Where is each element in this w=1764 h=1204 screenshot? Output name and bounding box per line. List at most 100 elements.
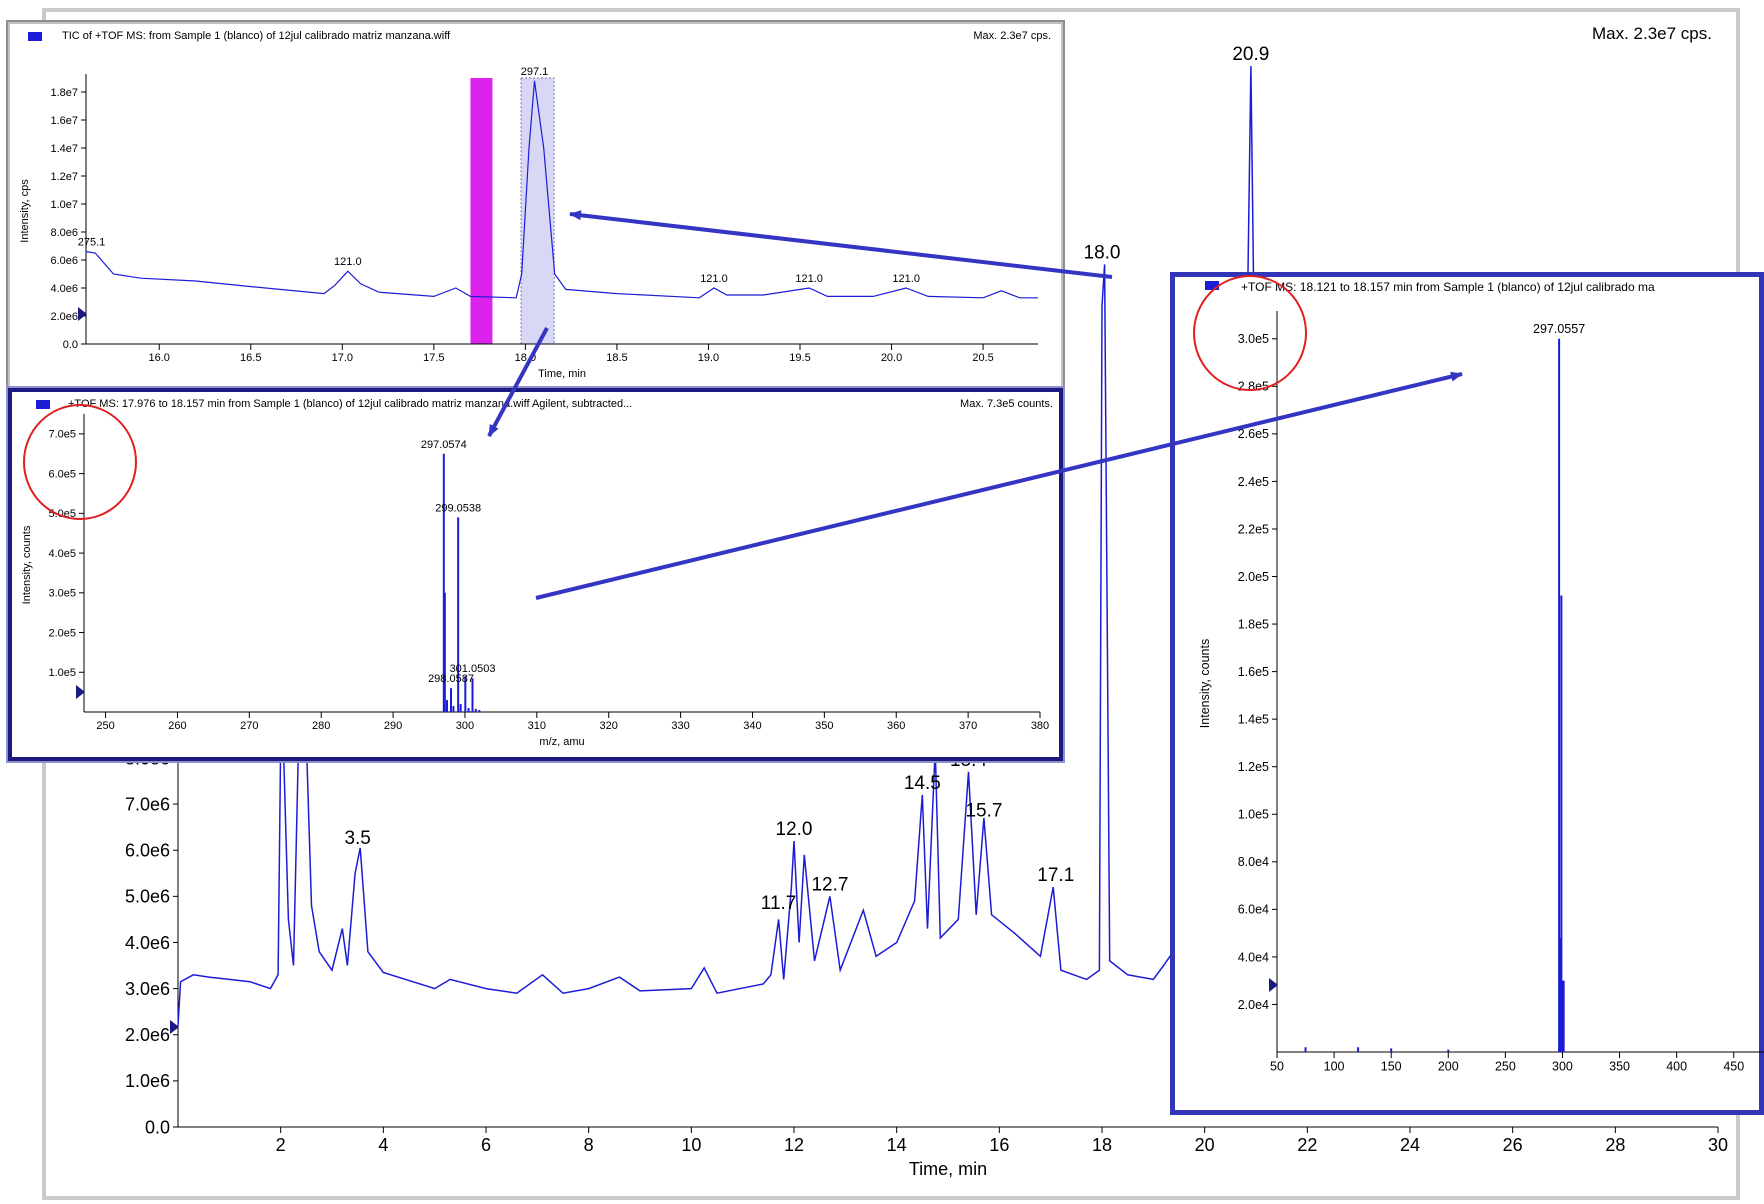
ms2-x-tick-label: 400 — [1666, 1060, 1687, 1074]
ms2-y-axis-title: Intensity, counts — [1198, 639, 1212, 728]
main-peak-label: 12.0 — [776, 819, 813, 840]
main-y-tick-label: 1.0e6 — [125, 1071, 170, 1091]
ms1-x-axis-title: m/z, amu — [539, 736, 584, 748]
tic-trace — [85, 80, 1038, 299]
ms2-y-tick-label: 2.6e5 — [1238, 427, 1269, 441]
tic-peak-label: 121.0 — [892, 273, 920, 285]
main-peak-label: 17.1 — [1037, 865, 1074, 886]
ms2-y-tick-label: 1.2e5 — [1238, 760, 1269, 774]
ms2-peak-label: 297.0557 — [1533, 322, 1585, 336]
ms1-peak-label: 298.0587 — [428, 673, 474, 685]
main-max-label: Max. 2.3e7 cps. — [1591, 24, 1712, 43]
main-peak-label: 18.0 — [1084, 242, 1121, 263]
tic-peak-label: 121.0 — [334, 256, 362, 268]
main-x-tick-label: 26 — [1503, 1135, 1523, 1155]
main-y-tick-label: 3.0e6 — [125, 979, 170, 999]
tic-y-tick-label: 1.4e7 — [50, 143, 78, 155]
ms2-x-tick-label: 50 — [1270, 1060, 1284, 1074]
ms1-y-tick-label: 5.0e5 — [48, 508, 76, 520]
tic-x-tick-label: 17.0 — [332, 352, 353, 364]
ms2-y-tick-label: 4.0e4 — [1238, 950, 1269, 964]
tic-y-tick-label: 6.0e6 — [50, 255, 78, 267]
main-x-tick-label: 24 — [1400, 1135, 1420, 1155]
ms2-x-tick-label: 350 — [1609, 1060, 1630, 1074]
ms1-y-tick-label: 1.0e5 — [48, 667, 76, 679]
ms1-x-tick-label: 320 — [600, 720, 618, 732]
ms1-x-tick-label: 370 — [959, 720, 977, 732]
tic-x-tick-label: 18.5 — [606, 352, 627, 364]
tic-max-label: Max. 2.3e7 cps. — [973, 30, 1051, 42]
ms-spectrum-chart-2: 50 100 150 200 250 300 350 400 450 2.0e4 4.0e4 6.0e… — [1198, 311, 1764, 1074]
tic-peak-label: 275.1 — [78, 237, 106, 249]
tic-y-tick-label: 8.0e6 — [50, 227, 78, 239]
main-x-tick-label: 8 — [584, 1135, 594, 1155]
ms2-y-tick-label: 2.0e5 — [1238, 570, 1269, 584]
ms2-y-tick-label: 1.4e5 — [1238, 713, 1269, 727]
tic-peak-label: 121.0 — [795, 273, 823, 285]
main-y-tick-label: 4.0e6 — [125, 933, 170, 953]
ms1-baseline-marker-icon — [76, 685, 85, 699]
tic-series-square-icon — [28, 32, 42, 41]
ms2-y-tick-label: 1.8e5 — [1238, 617, 1269, 631]
ms1-y-tick-label: 3.0e5 — [48, 588, 76, 600]
tic-y-tick-label: 4.0e6 — [50, 283, 78, 295]
main-x-tick-label: 20 — [1195, 1135, 1215, 1155]
ms2-title: +TOF MS: 18.121 to 18.157 min from Sampl… — [1241, 280, 1655, 294]
ms2-y-tick-label: 1.0e5 — [1238, 808, 1269, 822]
main-x-tick-label: 28 — [1605, 1135, 1625, 1155]
main-x-tick-label: 16 — [989, 1135, 1009, 1155]
ms2-y-tick-label: 8.0e4 — [1238, 855, 1269, 869]
main-x-tick-label: 6 — [481, 1135, 491, 1155]
tic-x-tick-label: 19.0 — [698, 352, 719, 364]
ms2-y-tick-label: 1.6e5 — [1238, 665, 1269, 679]
ms1-x-tick-label: 300 — [456, 720, 474, 732]
tic-baseline-marker-icon — [78, 307, 87, 321]
main-x-tick-label: 2 — [276, 1135, 286, 1155]
tic-peak-label: 121.0 — [700, 273, 728, 285]
main-y-tick-label: 7.0e6 — [125, 794, 170, 814]
main-peak-label: 12.7 — [811, 874, 848, 895]
ms2-x-tick-label: 150 — [1381, 1060, 1402, 1074]
ms2-y-tick-label: 6.0e4 — [1238, 903, 1269, 917]
ms1-x-tick-label: 260 — [168, 720, 186, 732]
tic-y-tick-label: 1.6e7 — [50, 115, 78, 127]
tic-y-tick-label: 1.2e7 — [50, 171, 78, 183]
main-x-tick-label: 14 — [887, 1135, 907, 1155]
ms1-x-tick-label: 340 — [743, 720, 761, 732]
ms-spectrum-panel-2: +TOF MS: 18.121 to 18.157 min from Sampl… — [1170, 272, 1764, 1115]
ms2-x-tick-label: 300 — [1552, 1060, 1573, 1074]
ms2-y-tick-label: 3.0e5 — [1238, 332, 1269, 346]
ms1-x-tick-label: 330 — [671, 720, 689, 732]
tic-magenta-band — [470, 78, 493, 344]
ms-spectrum-chart-1: 250 260 270 280 290 300 310 320 330 340 350 360 370 3… — [21, 414, 1049, 748]
ms1-peak-label: 297.0574 — [421, 439, 467, 451]
tic-x-tick-label: 16.0 — [149, 352, 170, 364]
ms1-y-tick-label: 4.0e5 — [48, 548, 76, 560]
ms2-x-tick-label: 200 — [1438, 1060, 1459, 1074]
main-y-tick-label: 0.0 — [145, 1117, 170, 1137]
tic-x-tick-label: 20.0 — [881, 352, 902, 364]
ms2-x-tick-label: 450 — [1723, 1060, 1744, 1074]
ms1-x-tick-label: 310 — [528, 720, 546, 732]
tic-y-axis-title: Intensity, cps — [19, 179, 31, 243]
main-y-tick-label: 5.0e6 — [125, 887, 170, 907]
ms2-baseline-marker-icon — [1269, 978, 1278, 992]
main-x-tick-label: 12 — [784, 1135, 804, 1155]
ms1-x-tick-label: 350 — [815, 720, 833, 732]
tic-peak-label: 297.1 — [521, 66, 549, 78]
ms1-x-tick-label: 290 — [384, 720, 402, 732]
ms2-y-tick-label: 2.8e5 — [1238, 380, 1269, 394]
tic-y-tick-label: 1.8e7 — [50, 87, 78, 99]
ms2-y-tick-label: 2.0e4 — [1238, 998, 1269, 1012]
ms2-x-tick-label: 100 — [1324, 1060, 1345, 1074]
ms1-x-tick-label: 270 — [240, 720, 258, 732]
tic-title: TIC of +TOF MS: from Sample 1 (blanco) o… — [62, 30, 451, 42]
tic-y-tick-label: 2.0e6 — [50, 311, 78, 323]
ms-spectrum-panel-1: +TOF MS: 17.976 to 18.157 min from Sampl… — [6, 386, 1065, 763]
main-x-tick-label: 18 — [1092, 1135, 1112, 1155]
tic-zoom-chart: 16.0 16.5 17.0 17.5 18.0 18.5 19.0 19.5 20.0 20.5… — [19, 66, 1038, 380]
main-peak-label: 15.7 — [965, 801, 1002, 822]
main-peak-label: 11.7 — [761, 893, 797, 914]
tic-x-tick-label: 17.5 — [423, 352, 444, 364]
main-x-tick-label: 10 — [681, 1135, 701, 1155]
